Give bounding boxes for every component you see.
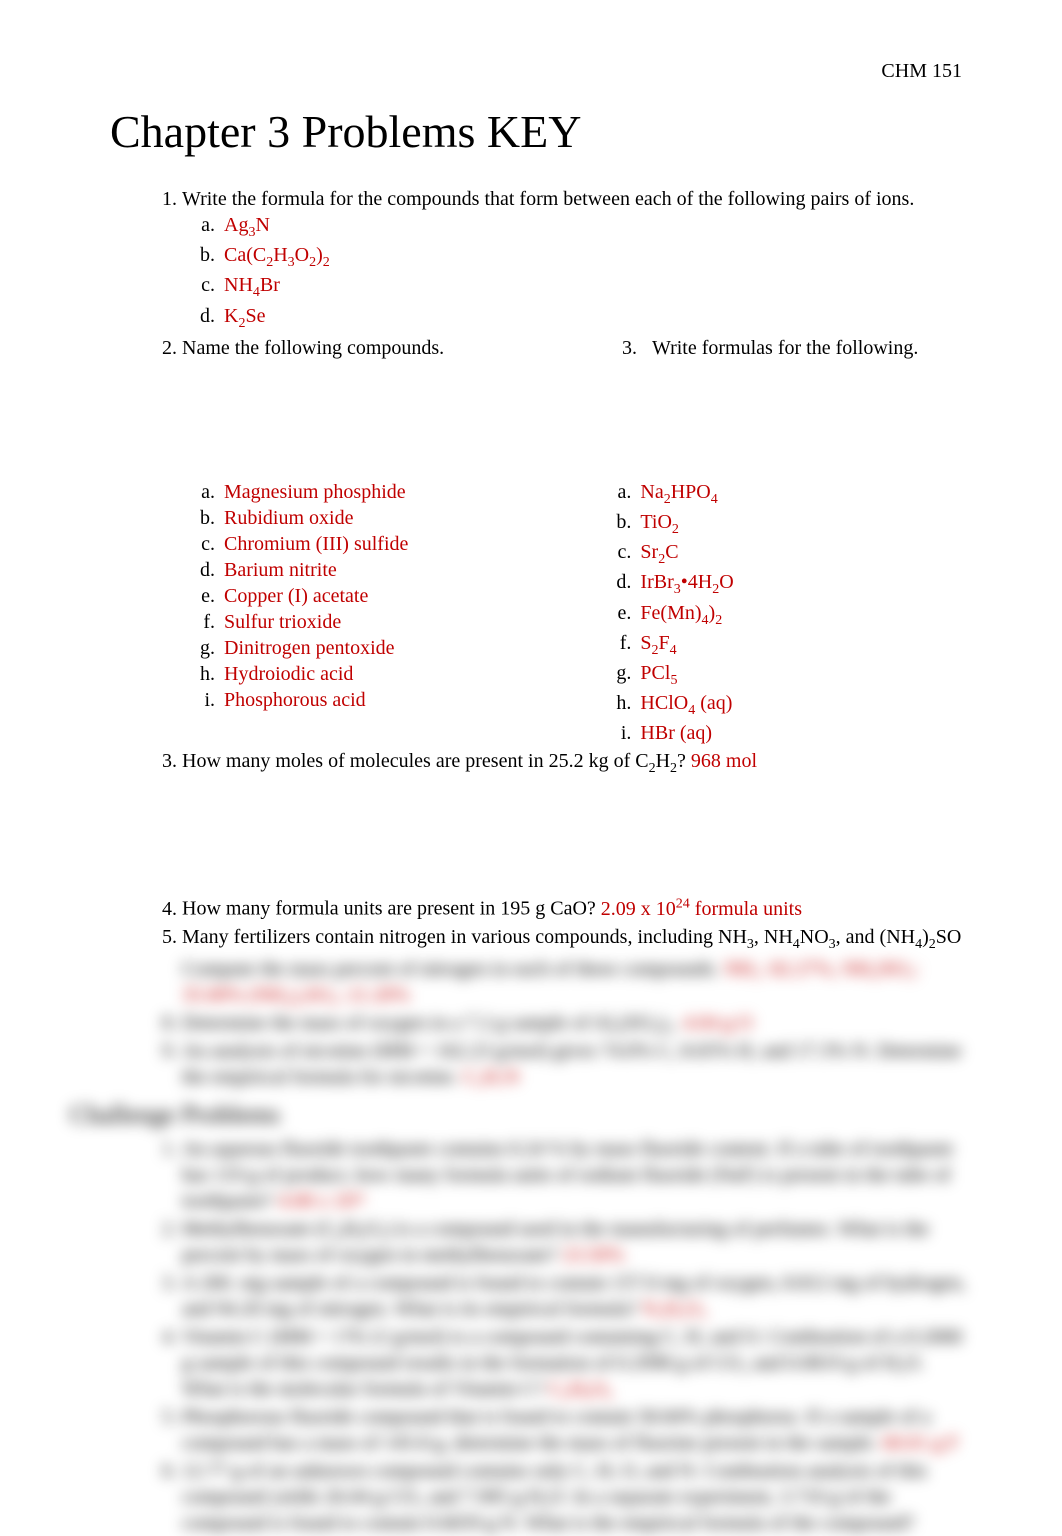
blurred-content: Compute the mass percent of nitrogen in … (110, 956, 972, 1536)
c5: Phosphorous fluoride compound that is fo… (182, 1404, 972, 1456)
q6-answer: 2.09 x 1024 formula units (601, 898, 802, 920)
answer: Rubidium oxide (224, 507, 353, 529)
answer: Chromium (III) sulfide (224, 533, 408, 555)
q1-b: Ca(C2H3O2)2 (220, 242, 972, 272)
q9-ans: C₅H₇N (463, 1066, 519, 1088)
answer: Copper (I) acetate (224, 585, 368, 607)
answer: Ag3N (224, 214, 270, 236)
answer: S2F4 (640, 632, 676, 654)
q2-b: Rubidium oxide (220, 505, 408, 531)
q2-f: Sulfur trioxide (220, 609, 408, 635)
answer: Dinitrogen pentoxide (224, 637, 395, 659)
q7-cont: Compute the mass percent of nitrogen in … (182, 956, 972, 1008)
q8-text: Determine the mass of oxygen in a 7.2 g … (182, 1012, 683, 1034)
q8: Determine the mass of oxygen in a 7.2 g … (182, 1010, 972, 1036)
c2-text: Methylbenzoate (C₈H₈O₂) is a compound us… (182, 1218, 929, 1266)
answer: TiO2 (640, 511, 679, 533)
course-code: CHM 151 (881, 60, 962, 83)
q1: Write the formula for the compounds that… (182, 186, 972, 333)
q7-line2: Compute the mass percent of nitrogen in … (182, 958, 724, 980)
c1: An aqueous fluoride toothpaste contains … (182, 1136, 972, 1214)
c4-ans: C₆H₈O₆ (549, 1378, 612, 1400)
q6: How many formula units are present in 19… (182, 895, 972, 922)
answer: PCl5 (640, 662, 677, 684)
answer: Hydroiodic acid (224, 663, 353, 685)
q2: Name the following compounds. 3. Write f… (182, 335, 972, 747)
q4-prompt: How many moles of molecules are present … (182, 750, 691, 772)
q7-prompt: Many fertilizers contain nitrogen in var… (182, 926, 961, 948)
answer: NH4Br (224, 274, 280, 296)
q2-q3-row: Name the following compounds. 3. Write f… (182, 335, 972, 361)
answer: IrBr3•4H2O (640, 571, 733, 593)
c4: Vitamin C (MM = 176.12 g/mol) is a compo… (182, 1324, 972, 1402)
answer: Phosphorous acid (224, 689, 366, 711)
q2-answers: Magnesium phosphide Rubidium oxide Chrom… (182, 479, 408, 747)
q3-e: Fe(Mn)4)2 (636, 600, 733, 630)
q3-d: IrBr3•4H2O (636, 569, 733, 599)
c3-ans: N₂H₂O₃ (643, 1298, 707, 1320)
challenge-list: An aqueous fluoride toothpaste contains … (110, 1136, 972, 1536)
q3-b: TiO2 (636, 509, 733, 539)
q3-prompt: Write formulas for the following. (652, 337, 918, 359)
c6-text: 12.77 g of an unknown compound contains … (182, 1460, 927, 1534)
q2-e: Copper (I) acetate (220, 583, 408, 609)
q3-f: S2F4 (636, 630, 733, 660)
q1-prompt: Write the formula for the compounds that… (182, 188, 914, 210)
blur-list: Compute the mass percent of nitrogen in … (110, 956, 972, 1008)
q3-inline: 3. Write formulas for the following. (622, 335, 918, 361)
q7-ans2: NH₃: 82.27%, NH₄NO₃: (724, 958, 919, 980)
answer: Sulfur trioxide (224, 611, 341, 633)
q1-answers: Ag3N Ca(C2H3O2)2 NH4Br K2Se (182, 212, 972, 333)
spacer (182, 778, 972, 893)
q8-ans: 4.04 g O (683, 1012, 752, 1034)
q1-a: Ag3N (220, 212, 972, 242)
main-list: Write the formula for the compounds that… (110, 186, 972, 954)
q9: An analysis of nicotine (MM = 162.23 g/m… (182, 1038, 972, 1090)
c5-text: Phosphorous fluoride compound that is fo… (182, 1406, 931, 1454)
q3-h: HClO4 (aq) (636, 690, 733, 720)
q2-i: Phosphorous acid (220, 687, 408, 713)
q2-h: Hydroiodic acid (220, 661, 408, 687)
answer: Fe(Mn)4)2 (640, 602, 722, 624)
c3: A 260. mg sample of a compound is found … (182, 1270, 972, 1322)
q7: Many fertilizers contain nitrogen in var… (182, 924, 972, 954)
q3-i: HBr (aq) (636, 720, 733, 746)
blur-list-2: Determine the mass of oxygen in a 7.2 g … (110, 1010, 972, 1090)
q4-answer: 968 mol (691, 750, 757, 772)
answer: K2Se (224, 305, 265, 327)
c2: Methylbenzoate (C₈H₈O₂) is a compound us… (182, 1216, 972, 1268)
q6-prompt: How many formula units are present in 19… (182, 898, 601, 920)
c6: 12.77 g of an unknown compound contains … (182, 1458, 972, 1536)
q2-q3-columns: Magnesium phosphide Rubidium oxide Chrom… (182, 479, 972, 747)
q2-prompt: Name the following compounds. (182, 335, 622, 361)
answer: Barium nitrite (224, 559, 337, 581)
q3-c: Sr2C (636, 539, 733, 569)
c2-ans: 23.50% (562, 1244, 624, 1266)
q3-g: PCl5 (636, 660, 733, 690)
q4: How many moles of molecules are present … (182, 748, 972, 893)
c5-ans: 60.01 g F (882, 1432, 958, 1454)
answer: Magnesium phosphide (224, 481, 406, 503)
q1-d: K2Se (220, 303, 972, 333)
q3-a: Na2HPO4 (636, 479, 733, 509)
q2-c: Chromium (III) sulfide (220, 531, 408, 557)
answer: Sr2C (640, 541, 678, 563)
q2-a: Magnesium phosphide (220, 479, 408, 505)
answer: Na2HPO4 (640, 481, 717, 503)
challenge-heading: Challenge Problems (70, 1100, 972, 1130)
q3-answers: Na2HPO4 TiO2 Sr2C IrBr3•4H2O Fe(Mn)4)2 S… (598, 479, 733, 747)
page-title: Chapter 3 Problems KEY (110, 105, 972, 158)
q2-d: Barium nitrite (220, 557, 408, 583)
q7-line3: 35.00% (NH₄)₂SO₄: 21.20% (182, 984, 410, 1006)
answer: HClO4 (aq) (640, 692, 732, 714)
answer: Ca(C2H3O2)2 (224, 244, 330, 266)
c3-text: A 260. mg sample of a compound is found … (182, 1272, 966, 1320)
answer: HBr (aq) (640, 722, 712, 744)
q2-g: Dinitrogen pentoxide (220, 635, 408, 661)
q9-text: An analysis of nicotine (MM = 162.23 g/m… (182, 1040, 962, 1088)
q1-c: NH4Br (220, 272, 972, 302)
c1-ans: 4.08 x 10²¹ (278, 1190, 365, 1212)
